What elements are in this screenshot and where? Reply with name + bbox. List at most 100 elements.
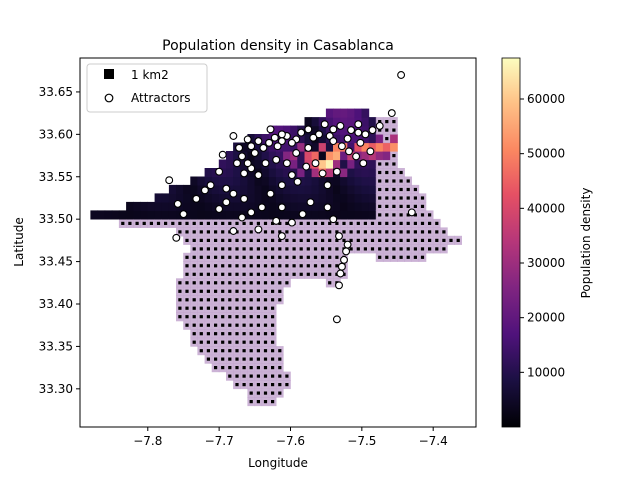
grid-cell [168, 184, 177, 194]
grid-cell-marker [228, 247, 232, 251]
grid-cell-marker [242, 281, 246, 285]
grid-cell-marker [242, 264, 246, 268]
attractor-point [302, 162, 311, 171]
grid-cell [226, 210, 234, 220]
grid-cell [325, 117, 334, 127]
grid-cell-marker [249, 357, 253, 361]
grid-cell [368, 142, 377, 152]
grid-cell-marker [192, 272, 196, 276]
legend-box [86, 63, 208, 113]
grid-cell [133, 201, 141, 211]
attractor-point [240, 194, 249, 203]
grid-cell [226, 193, 234, 203]
grid-cell-marker [256, 221, 260, 225]
grid-cell-marker [178, 289, 182, 293]
grid-cell-marker [406, 255, 410, 259]
grid-cell [382, 142, 391, 152]
attractor-point [222, 198, 231, 207]
grid-cell-marker [406, 204, 410, 208]
grid-cell-marker [399, 204, 403, 208]
grid-cell-marker [263, 264, 268, 268]
grid-cell-marker [413, 247, 417, 251]
grid-cell-marker [214, 349, 218, 353]
grid-cell [354, 142, 363, 152]
grid-cell-marker [242, 374, 246, 378]
grid-cell [254, 151, 263, 161]
grid-cell-marker [235, 264, 239, 268]
grid-cell-marker [221, 349, 225, 353]
grid-cell-marker [221, 230, 225, 234]
grid-cell [311, 210, 320, 220]
grid-cell-marker [214, 255, 218, 259]
grid-cell-marker [342, 221, 346, 225]
grid-cell-marker [221, 281, 225, 285]
grid-cell-marker [278, 247, 282, 251]
grid-cell-marker [206, 340, 210, 344]
grid-cell-marker [242, 366, 246, 370]
attractor-point [265, 138, 274, 147]
grid-cell [318, 176, 327, 186]
x-axis-ticks: −7.8 −7.7 −7.6 −7.5 −7.4 [133, 427, 448, 448]
grid-cell-marker [271, 332, 275, 336]
grid-cell [340, 168, 348, 178]
grid-cell [354, 184, 363, 194]
grid-cell [283, 125, 291, 135]
grid-cell [318, 151, 327, 161]
grid-cell-marker [214, 281, 218, 285]
grid-cell [247, 201, 256, 211]
grid-cell-marker [235, 221, 239, 225]
grid-cell-marker [214, 366, 218, 370]
grid-cell-marker [349, 238, 353, 242]
grid-cell-marker [192, 238, 196, 242]
grid-cell-marker [413, 213, 417, 217]
attractor-point [342, 247, 351, 256]
grid-cell-marker [185, 221, 189, 225]
grid-cell [161, 210, 170, 220]
grid-cell-marker [278, 289, 282, 293]
grid-cell-marker [392, 154, 396, 158]
grid-cell-marker [428, 213, 432, 217]
attractor-point [323, 203, 332, 212]
attractor-point [277, 130, 286, 139]
grid-cell-marker [214, 315, 218, 319]
grid-cell-marker [385, 120, 389, 124]
grid-cell [283, 193, 291, 203]
grid-cell [261, 176, 270, 186]
grid-cell [247, 184, 256, 194]
grid-cell-marker [442, 230, 446, 234]
grid-cell-marker [242, 230, 246, 234]
grid-cell [304, 134, 313, 144]
grid-cell-marker [328, 247, 332, 251]
grid-cell [254, 159, 263, 169]
grid-cell [190, 210, 198, 220]
attractor-point [361, 130, 370, 139]
grid-cell [254, 210, 263, 220]
grid-cell-marker [263, 340, 268, 344]
grid-cell-marker [263, 272, 268, 276]
grid-cell [247, 151, 256, 161]
grid-cell-marker [214, 289, 218, 293]
grid-cell-marker [435, 238, 439, 242]
grid-cell [347, 184, 355, 194]
grid-cell-marker [271, 323, 275, 327]
grid-cell [140, 210, 148, 220]
grid-cell-marker [271, 281, 275, 285]
grid-cell [204, 210, 213, 220]
grid-cell-marker [206, 238, 210, 242]
grid-cell [318, 142, 327, 152]
grid-cell-marker [378, 255, 382, 259]
grid-cell-marker [356, 221, 360, 225]
attractor-point [293, 177, 302, 186]
grid-cell [218, 176, 227, 186]
grid-cell [311, 168, 320, 178]
grid-cell-marker [206, 281, 210, 285]
grid-cell-marker [378, 196, 382, 200]
grid-cell-marker [206, 289, 210, 293]
grid-cell [297, 201, 305, 211]
grid-cell-marker [199, 298, 203, 302]
grid-cell-marker [192, 264, 196, 268]
grid-cell-marker [199, 306, 203, 310]
x-tick-label: −7.4 [419, 434, 448, 448]
grid-cell [261, 134, 270, 144]
colorbar-label: Population density [579, 188, 593, 299]
